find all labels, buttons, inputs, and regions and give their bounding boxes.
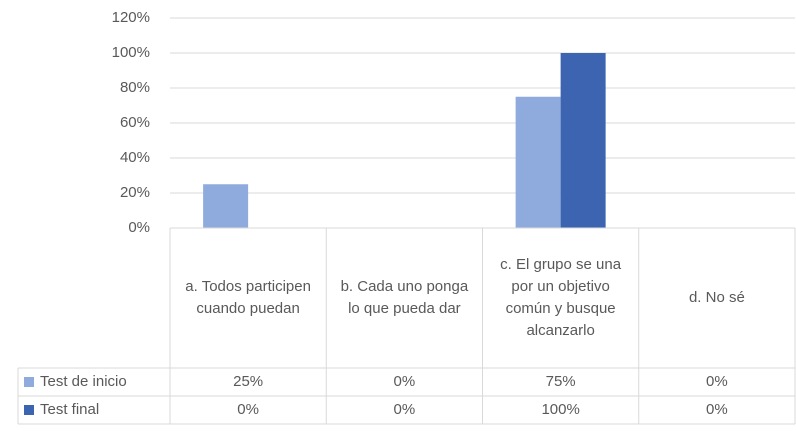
table-value: 0% xyxy=(706,373,728,390)
y-tick-label: 60% xyxy=(120,114,150,131)
category-label: b. Cada uno ponga lo que pueda dar xyxy=(340,278,469,317)
table-value: 0% xyxy=(394,373,416,390)
category-label: d. No sé xyxy=(688,289,745,306)
legend-key xyxy=(24,405,34,415)
table-value: 75% xyxy=(546,373,576,390)
bar xyxy=(515,96,561,228)
y-tick-label: 0% xyxy=(128,219,150,236)
y-tick-label: 80% xyxy=(120,79,150,96)
bar xyxy=(560,53,606,228)
legend-label: Test final xyxy=(40,401,99,418)
table-value: 25% xyxy=(233,373,263,390)
category-label: a. Todos participen cuando puedan xyxy=(185,278,311,317)
bar xyxy=(203,184,249,228)
y-tick-label: 100% xyxy=(112,44,150,61)
legend-key xyxy=(24,377,34,387)
y-tick-label: 120% xyxy=(112,9,150,26)
table-value: 100% xyxy=(541,401,579,418)
y-tick-label: 20% xyxy=(120,184,150,201)
legend-label: Test de inicio xyxy=(40,373,127,390)
table-value: 0% xyxy=(394,401,416,418)
table-value: 0% xyxy=(237,401,259,418)
category-label: c. El grupo se una por un objetivo común… xyxy=(500,256,622,339)
table-value: 0% xyxy=(706,401,728,418)
y-tick-label: 40% xyxy=(120,149,150,166)
